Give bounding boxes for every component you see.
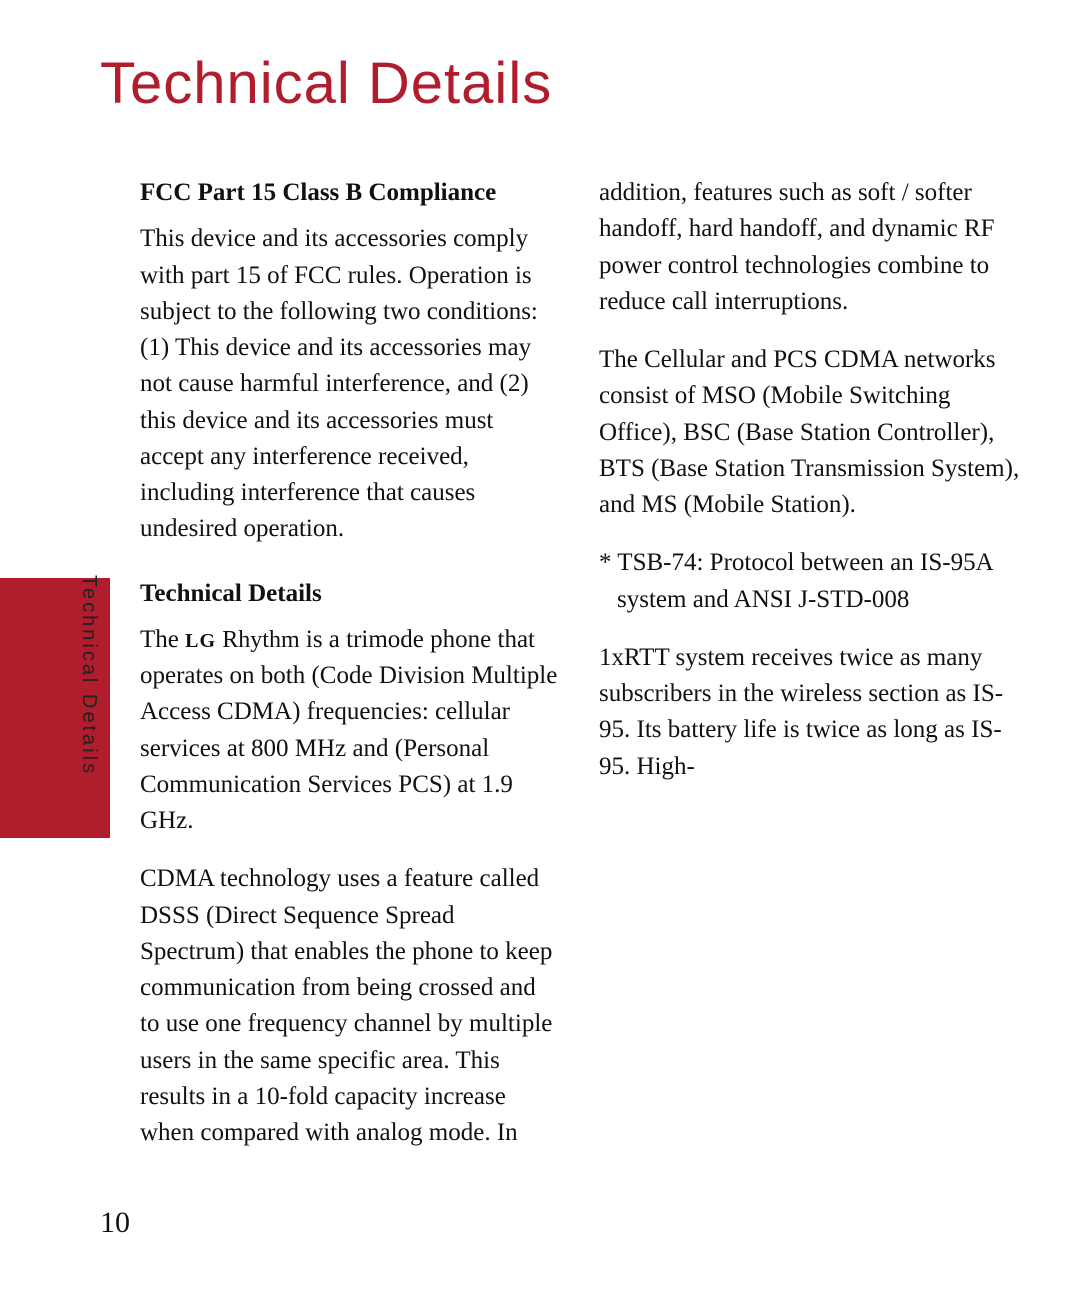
tech-p1: The LG Rhythm is a trimode phone that op… (140, 622, 561, 840)
fcc-body: This device and its accessories comply w… (140, 221, 561, 547)
page-number: 10 (100, 1206, 130, 1240)
tech-p3: The Cellular and PCS CDMA networks consi… (599, 342, 1020, 523)
tech-p1-prefix: The (140, 626, 185, 653)
tech-p4: * TSB-74: Protocol between an IS-95A sys… (599, 545, 1020, 618)
body-content: FCC Part 15 Class B Compliance This devi… (140, 175, 1020, 1175)
page-title: Technical Details (100, 50, 552, 117)
brand-logo-text: LG (185, 630, 216, 652)
fcc-heading: FCC Part 15 Class B Compliance (140, 175, 561, 211)
tech-heading: Technical Details (140, 576, 561, 612)
tech-p5: 1xRTT system receives twice as many subs… (599, 640, 1020, 785)
side-section-label: Technical Details (77, 575, 100, 795)
model-name: Rhythm (222, 627, 299, 653)
tech-p1-suffix: is a trimode phone that operates on both… (140, 626, 557, 834)
